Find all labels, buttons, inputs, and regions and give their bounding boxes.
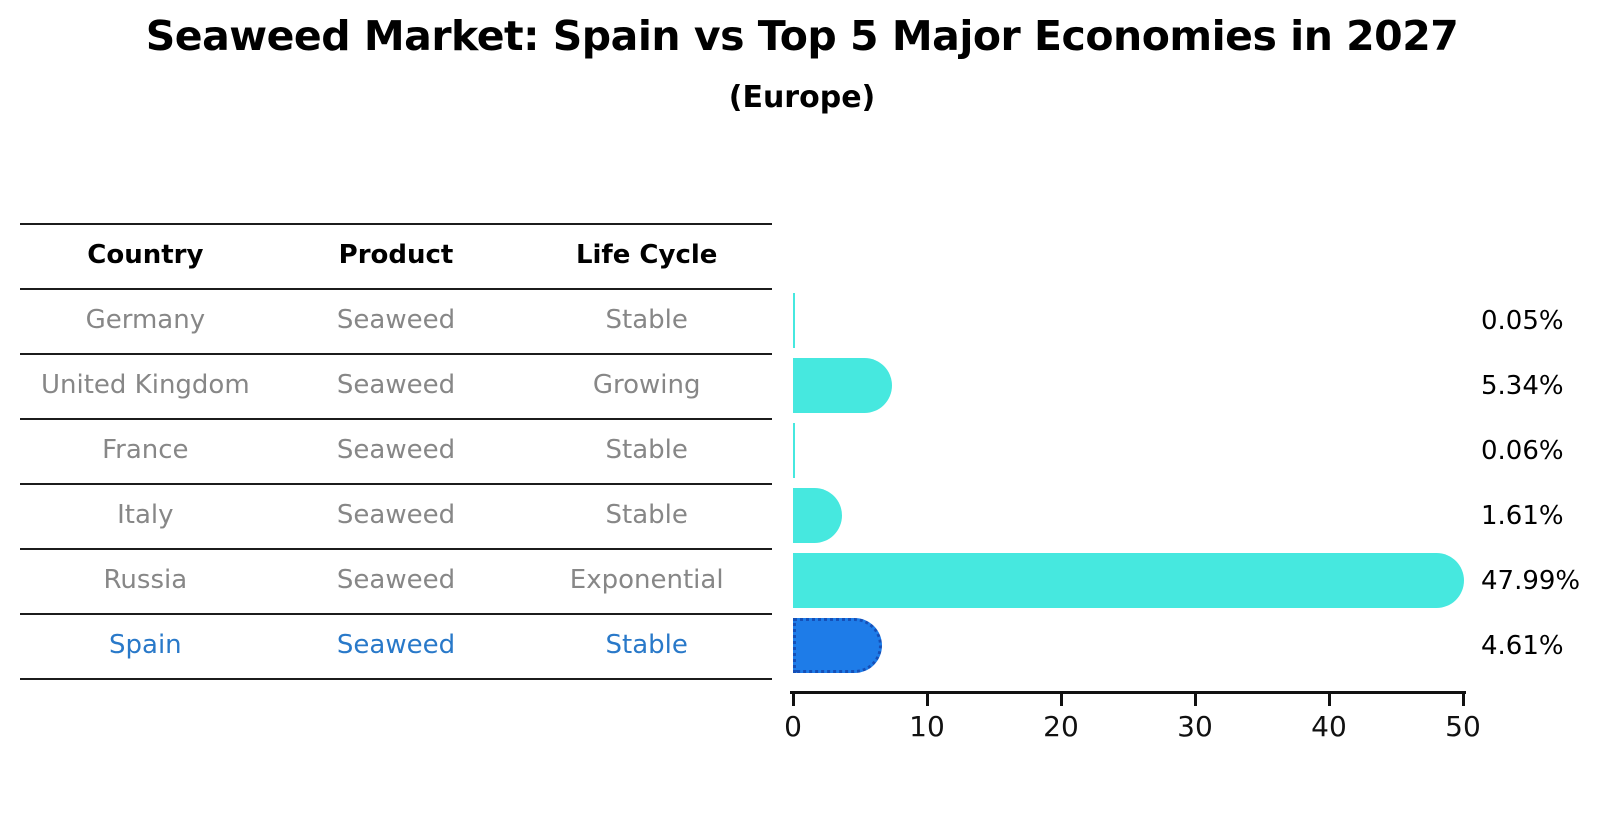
table-row-italy: Italy Seaweed Stable xyxy=(20,483,772,548)
cell-product: Seaweed xyxy=(336,565,456,595)
x-axis-tick-label: 10 xyxy=(909,710,945,743)
cell-product: Seaweed xyxy=(336,500,456,530)
bar-italy xyxy=(793,488,843,543)
x-axis-tick-label: 30 xyxy=(1177,710,1213,743)
cell-lifecycle: Stable xyxy=(605,500,688,530)
value-label-united-kingdom: 5.34% xyxy=(1481,370,1564,401)
cell-country: Italy xyxy=(117,500,174,530)
x-axis-tick xyxy=(1327,694,1331,706)
table-row-united-kingdom: United Kingdom Seaweed Growing xyxy=(20,353,772,418)
bar-germany xyxy=(793,293,795,348)
table-separator-line xyxy=(20,678,772,680)
bar-spain xyxy=(793,618,883,673)
cell-country: Russia xyxy=(103,565,188,595)
table-separator-line xyxy=(20,483,772,485)
comparison-table: Country Product Life Cycle Germany Seawee… xyxy=(20,223,772,680)
value-label-france: 0.06% xyxy=(1481,435,1564,466)
table-separator-line xyxy=(20,613,772,615)
cell-country: Spain xyxy=(109,630,182,660)
cell-lifecycle: Exponential xyxy=(569,565,724,595)
value-label-russia: 47.99% xyxy=(1481,565,1581,596)
column-header-country: Country xyxy=(87,240,204,270)
chart-subtitle: (Europe) xyxy=(728,80,876,115)
column-header-lifecycle: Life Cycle xyxy=(575,240,718,270)
cell-country: France xyxy=(102,435,189,465)
value-label-italy: 1.61% xyxy=(1481,500,1564,531)
table-separator-line xyxy=(20,418,772,420)
value-label-spain: 4.61% xyxy=(1481,630,1564,661)
x-axis-tick xyxy=(791,694,795,706)
value-label-germany: 0.05% xyxy=(1481,305,1564,336)
cell-lifecycle: Stable xyxy=(605,435,688,465)
table-header-row: Country Product Life Cycle xyxy=(20,223,772,288)
x-axis-tick-label: 20 xyxy=(1043,710,1079,743)
table-row-germany: Germany Seaweed Stable xyxy=(20,288,772,353)
cell-product: Seaweed xyxy=(336,630,456,660)
cell-product: Seaweed xyxy=(336,435,456,465)
table-separator-line xyxy=(20,548,772,550)
bar-france xyxy=(793,423,795,478)
table-separator-line xyxy=(20,353,772,355)
x-axis-tick xyxy=(925,694,929,706)
table-row-russia: Russia Seaweed Exponential xyxy=(20,548,772,613)
x-axis-tick-label: 0 xyxy=(784,710,802,743)
cell-country: United Kingdom xyxy=(40,370,250,400)
table-separator-line xyxy=(20,223,772,225)
x-axis-tick xyxy=(1461,694,1465,706)
cell-lifecycle: Growing xyxy=(592,370,701,400)
cell-product: Seaweed xyxy=(336,370,456,400)
column-header-product: Product xyxy=(338,240,454,270)
cell-country: Germany xyxy=(85,305,206,335)
chart-title: Seaweed Market: Spain vs Top 5 Major Eco… xyxy=(145,12,1459,60)
x-axis-tick xyxy=(1193,694,1197,706)
table-row-spain: Spain Seaweed Stable xyxy=(20,613,772,678)
x-axis-tick-label: 50 xyxy=(1445,710,1481,743)
table-row-france: France Seaweed Stable xyxy=(20,418,772,483)
x-axis-tick-label: 40 xyxy=(1311,710,1347,743)
cell-product: Seaweed xyxy=(336,305,456,335)
x-axis-tick xyxy=(1059,694,1063,706)
x-axis-line xyxy=(790,691,1466,694)
cell-lifecycle: Stable xyxy=(605,305,688,335)
cell-lifecycle: Stable xyxy=(605,630,688,660)
bar-united-kingdom xyxy=(793,358,893,413)
table-separator-line xyxy=(20,288,772,290)
bar-russia xyxy=(793,553,1464,608)
